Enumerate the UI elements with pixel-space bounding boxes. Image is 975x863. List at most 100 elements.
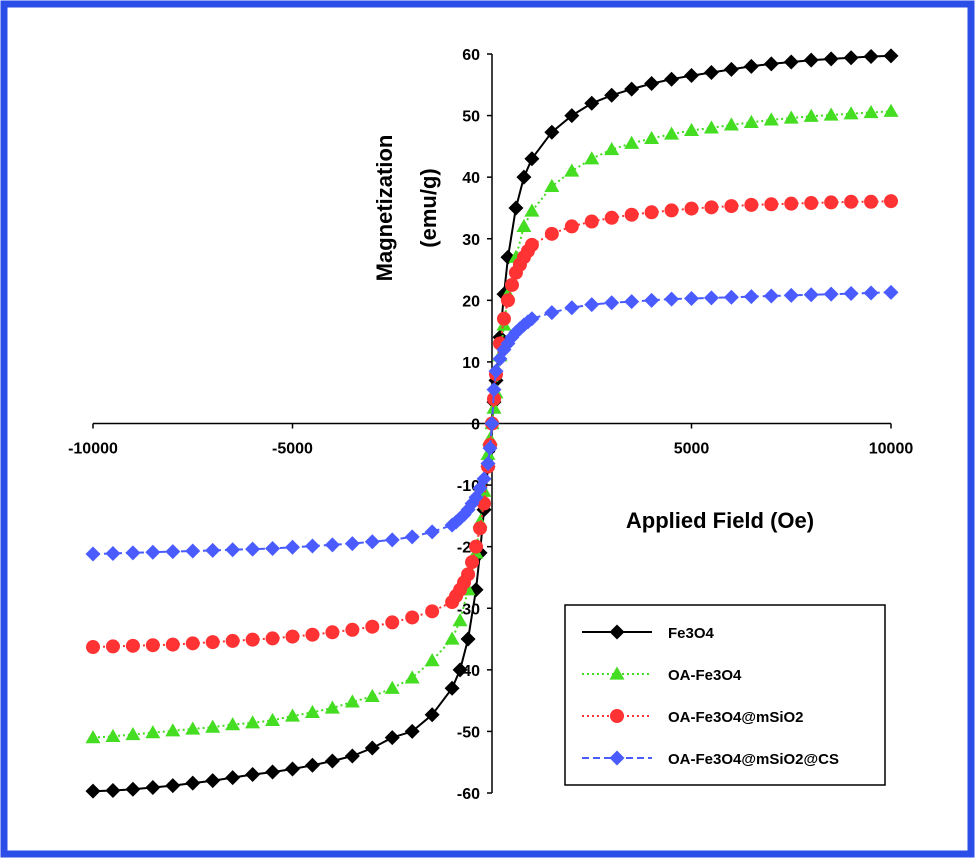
y-tick-label: 0: [471, 417, 480, 434]
y-tick-label: -50: [457, 724, 480, 741]
data-point: [500, 293, 515, 308]
data-point: [285, 761, 300, 777]
data-point: [564, 108, 580, 124]
data-point: [564, 163, 580, 177]
data-point: [404, 723, 420, 739]
data-point: [424, 524, 440, 540]
data-point: [325, 625, 340, 640]
data-point: [843, 50, 859, 66]
data-point: [488, 363, 504, 379]
data-point: [285, 539, 300, 555]
data-point: [345, 622, 360, 637]
data-point: [425, 604, 440, 619]
data-point: [744, 197, 759, 212]
data-point: [843, 106, 859, 120]
data-point: [404, 670, 420, 684]
data-point: [544, 226, 559, 241]
data-point: [245, 715, 261, 729]
data-point: [305, 627, 320, 642]
data-point: [883, 284, 899, 300]
data-point: [544, 124, 560, 140]
data-point: [145, 779, 161, 795]
data-point: [285, 708, 300, 722]
data-point: [85, 783, 101, 799]
data-point: [684, 68, 699, 84]
data-point: [405, 610, 420, 625]
data-point: [783, 287, 799, 303]
data-point: [105, 728, 121, 742]
data-point: [883, 48, 899, 64]
y-tick-label: 50: [462, 109, 480, 126]
x-tick-label: -5000: [272, 441, 313, 458]
data-point: [225, 633, 240, 648]
data-point: [205, 635, 220, 650]
legend-label: OA-Fe3O4@mSiO2: [668, 709, 804, 726]
data-point: [584, 95, 600, 111]
data-point: [843, 286, 859, 302]
data-point: [486, 382, 502, 398]
data-point: [544, 178, 560, 193]
data-point: [476, 471, 492, 487]
series-oa-fe3o4-msio2: [86, 194, 898, 655]
x-tick-label: 10000: [869, 441, 914, 458]
y-axis-title-line-1: Magnetization: [372, 135, 397, 282]
legend-label: Fe3O4: [668, 625, 715, 642]
data-point: [803, 108, 819, 122]
data-point: [364, 534, 380, 550]
data-point: [285, 629, 300, 644]
data-point: [304, 538, 320, 554]
data-point: [384, 532, 400, 548]
data-point: [884, 194, 898, 209]
data-point: [482, 440, 498, 456]
series-line: [92, 110, 892, 739]
data-point: [824, 195, 839, 210]
data-point: [304, 757, 320, 773]
y-tick-label: 40: [462, 170, 480, 187]
data-point: [480, 456, 496, 472]
data-point: [344, 748, 360, 764]
data-point: [803, 287, 819, 303]
data-point: [424, 707, 440, 723]
y-tick-label: 30: [462, 232, 480, 249]
y-tick-label: 20: [462, 293, 480, 310]
data-point: [105, 639, 120, 654]
data-point: [205, 542, 221, 558]
data-point: [863, 285, 879, 301]
data-point: [185, 636, 200, 651]
data-point: [484, 416, 500, 431]
legend-marker: [609, 750, 625, 766]
data-point: [452, 613, 468, 627]
data-point: [500, 249, 516, 265]
data-point: [444, 680, 460, 696]
data-point: [364, 688, 380, 702]
data-point: [364, 740, 380, 756]
data-point: [684, 122, 699, 136]
data-point: [524, 203, 540, 217]
data-point: [344, 694, 360, 708]
data-point: [703, 290, 719, 306]
data-point: [804, 196, 819, 211]
data-point: [125, 726, 141, 741]
data-point: [803, 52, 819, 68]
data-point: [624, 135, 640, 149]
data-point: [225, 770, 241, 786]
data-point: [85, 730, 101, 744]
data-point: [165, 778, 181, 794]
data-point: [764, 197, 779, 212]
y-tick-label: 10: [462, 355, 480, 372]
data-point: [844, 194, 859, 209]
data-point: [564, 300, 580, 316]
data-point: [504, 277, 519, 292]
data-point: [225, 542, 241, 558]
axes: -10000-500005000100006050403020100-10-20…: [68, 47, 913, 803]
data-point: [763, 56, 779, 72]
data-point: [304, 704, 320, 718]
data-point: [384, 730, 400, 746]
data-point: [125, 781, 141, 797]
data-point: [105, 545, 121, 561]
data-point: [644, 292, 660, 308]
data-point: [624, 81, 640, 97]
data-point: [185, 543, 201, 559]
data-point: [863, 48, 879, 64]
data-point: [664, 126, 680, 140]
